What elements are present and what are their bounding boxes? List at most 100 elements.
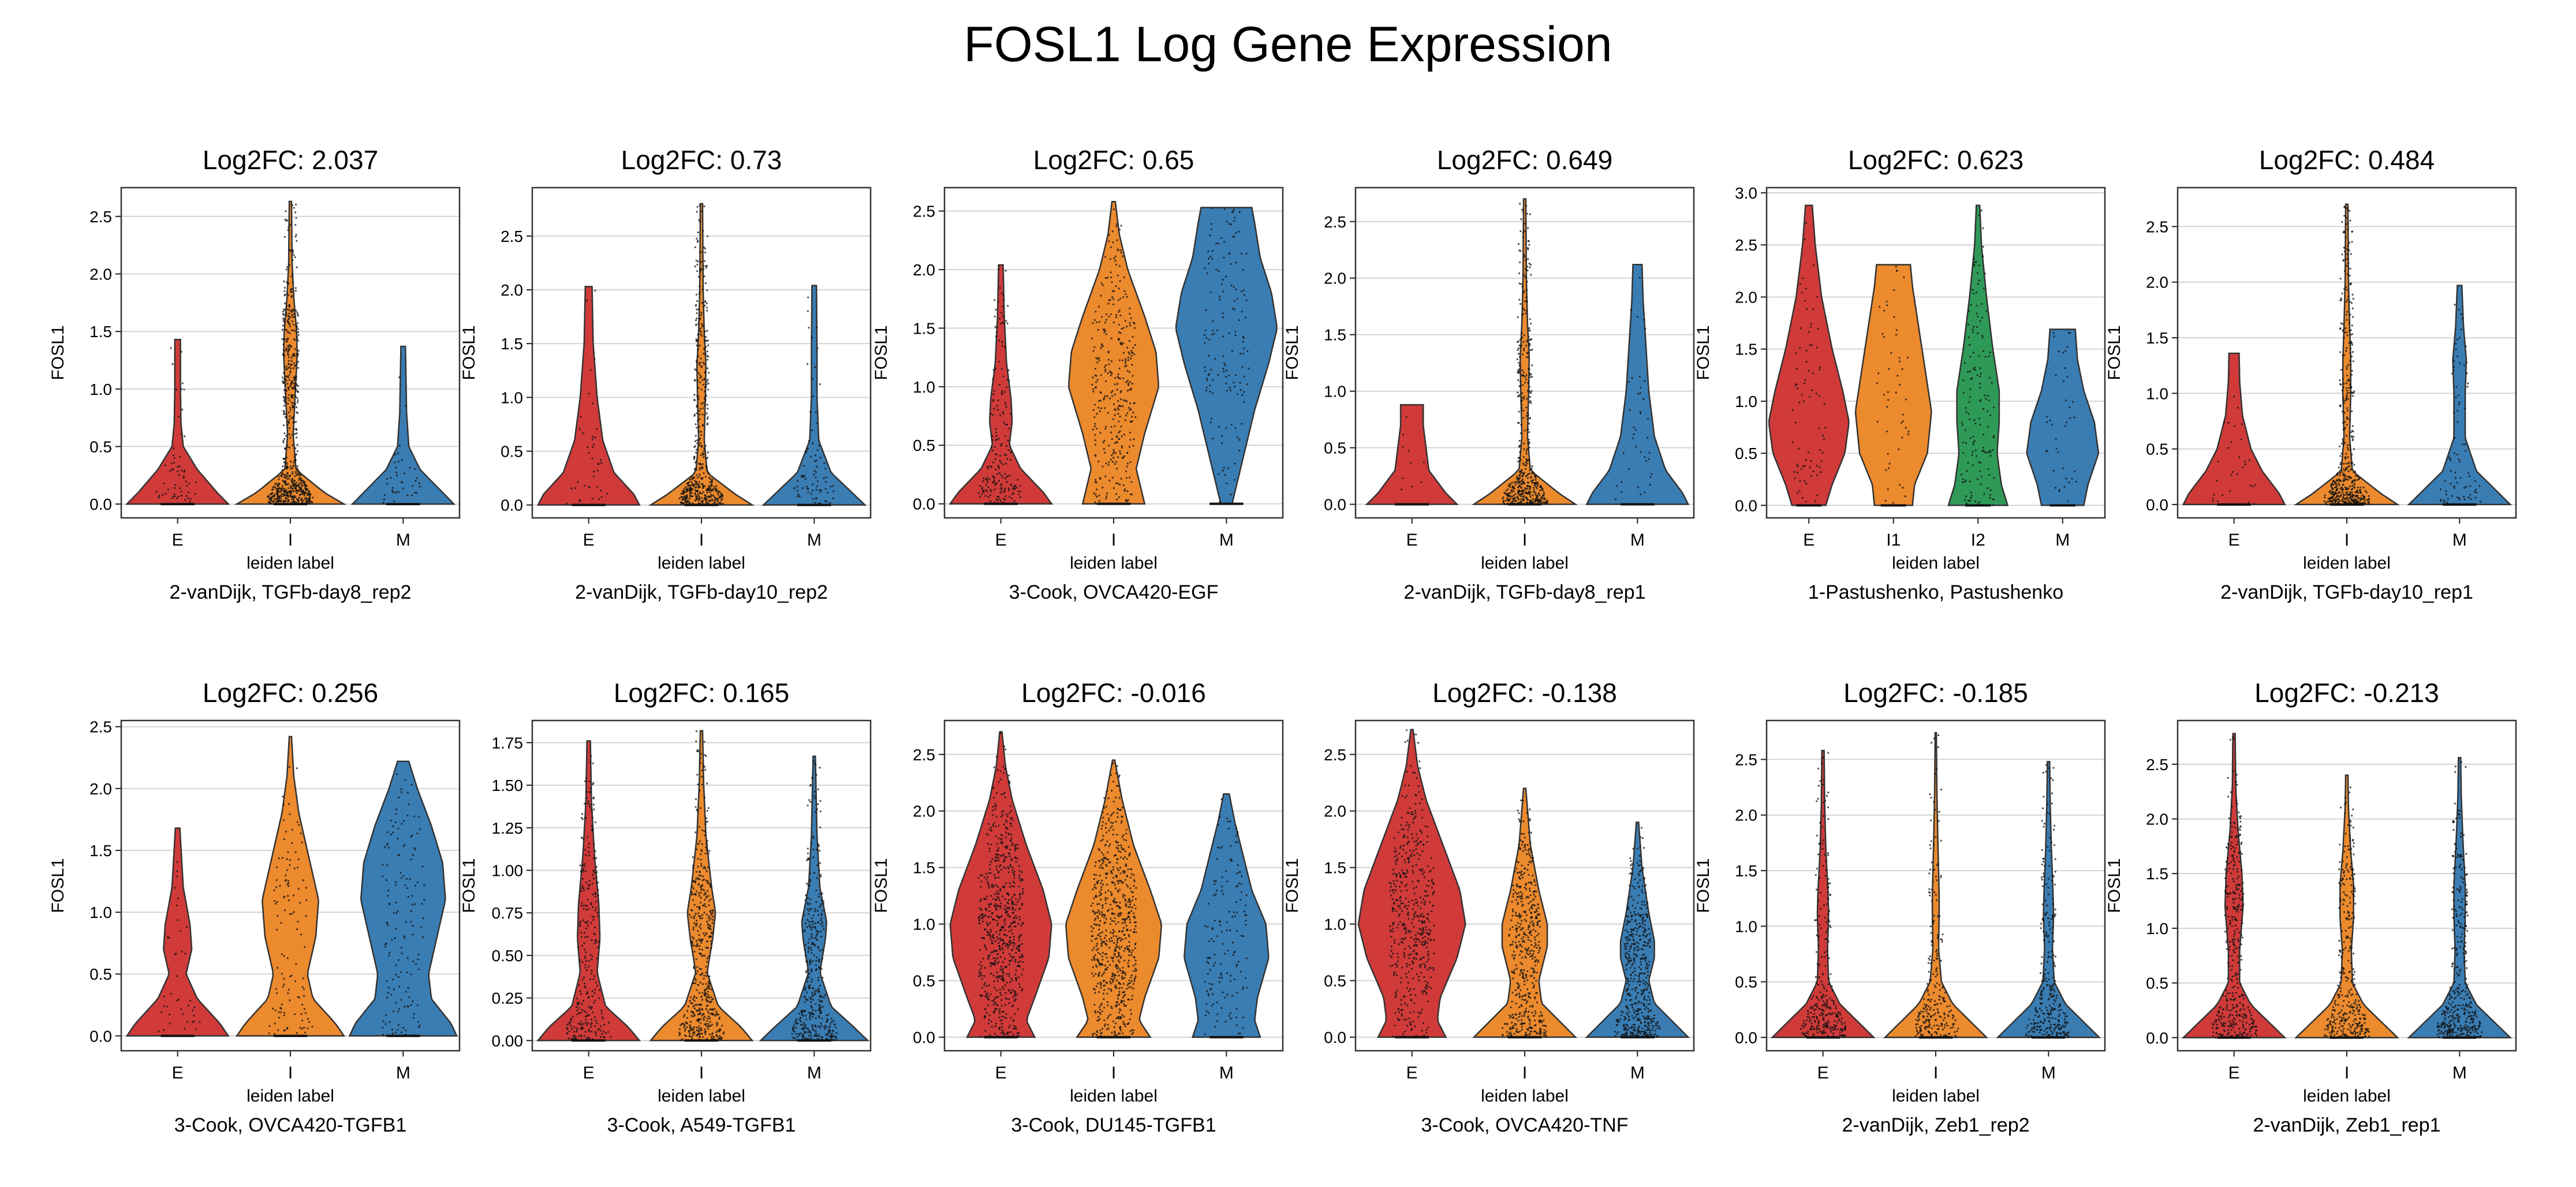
data-point	[285, 347, 288, 350]
data-point	[410, 783, 413, 786]
data-point	[171, 363, 174, 365]
data-point	[1120, 225, 1122, 227]
data-point	[288, 988, 290, 991]
data-point	[1212, 320, 1214, 323]
data-point	[1119, 405, 1122, 408]
data-point	[174, 887, 176, 889]
data-point	[697, 915, 700, 917]
data-point	[590, 1026, 592, 1028]
data-point	[1005, 495, 1007, 498]
data-point	[1876, 382, 1878, 385]
data-point	[693, 394, 696, 396]
data-point	[819, 457, 822, 459]
data-point	[2346, 418, 2349, 420]
data-point	[690, 1036, 693, 1038]
y-tick-label: 1.5	[89, 323, 112, 341]
data-point	[1816, 494, 1818, 497]
data-point	[703, 764, 705, 767]
data-point	[832, 485, 834, 487]
data-point	[387, 992, 389, 994]
data-point	[1094, 454, 1096, 457]
data-point	[298, 497, 301, 499]
data-point	[2346, 387, 2348, 390]
data-point	[283, 481, 286, 484]
data-point	[707, 367, 709, 369]
data-point	[272, 486, 275, 488]
data-point	[2462, 443, 2464, 446]
data-point	[309, 502, 311, 505]
data-point	[600, 462, 603, 464]
data-point	[2349, 241, 2351, 244]
data-point	[715, 1031, 718, 1033]
data-point	[285, 499, 287, 502]
data-point	[158, 497, 160, 499]
data-point	[2223, 421, 2226, 424]
data-point	[2340, 322, 2342, 324]
data-point	[702, 486, 705, 488]
data-point	[697, 1018, 699, 1021]
data-point	[588, 965, 590, 968]
data-point	[1536, 497, 1538, 499]
data-point	[406, 957, 409, 959]
data-point	[989, 488, 992, 491]
data-point	[586, 992, 588, 994]
data-point	[2342, 397, 2344, 400]
data-point	[696, 442, 699, 445]
data-point	[1541, 487, 1543, 490]
data-point	[1526, 269, 1529, 272]
data-point	[1217, 374, 1219, 376]
data-point	[412, 925, 414, 927]
data-point	[711, 1013, 714, 1015]
data-point	[1893, 316, 1895, 318]
data-point	[1972, 443, 1974, 446]
data-point	[2346, 347, 2348, 349]
data-point	[297, 471, 300, 473]
data-point	[1122, 327, 1125, 329]
data-point	[2071, 477, 2073, 480]
data-point	[298, 824, 300, 826]
data-point	[1528, 327, 1530, 330]
data-point	[687, 1005, 689, 1007]
x-tick-label: I2	[1971, 531, 1985, 550]
data-point	[697, 240, 699, 242]
data-point	[2346, 207, 2349, 210]
data-point	[277, 914, 279, 917]
data-point	[704, 301, 707, 303]
data-point	[577, 1022, 580, 1025]
data-point	[698, 425, 700, 428]
data-point	[1094, 434, 1096, 436]
data-point	[279, 501, 282, 503]
data-point	[708, 850, 711, 852]
data-point	[282, 353, 285, 356]
data-point	[391, 1032, 394, 1035]
data-point	[573, 1035, 576, 1037]
data-point	[585, 299, 588, 302]
data-point	[1207, 374, 1209, 376]
data-point	[1535, 476, 1537, 478]
data-point	[1216, 329, 1219, 331]
y-tick-label: 1.5	[2146, 329, 2168, 347]
data-point	[1527, 382, 1529, 384]
data-point	[690, 1002, 692, 1004]
data-point	[1245, 252, 1248, 255]
data-point	[292, 259, 294, 262]
data-point	[700, 973, 703, 976]
data-point	[699, 364, 701, 366]
data-point	[1812, 308, 1815, 311]
data-point	[392, 831, 394, 834]
data-point	[1988, 399, 1990, 402]
y-axis-label: FOSL1	[872, 325, 891, 380]
data-point	[407, 895, 410, 898]
data-point	[592, 402, 594, 405]
data-point	[278, 857, 280, 860]
data-point	[174, 484, 177, 486]
data-point	[2212, 500, 2214, 502]
data-point	[704, 823, 707, 826]
data-point	[701, 769, 703, 771]
data-point	[2343, 288, 2346, 290]
data-point	[699, 468, 701, 471]
data-point	[309, 493, 312, 496]
data-point	[1526, 499, 1529, 501]
data-point	[2351, 494, 2354, 496]
